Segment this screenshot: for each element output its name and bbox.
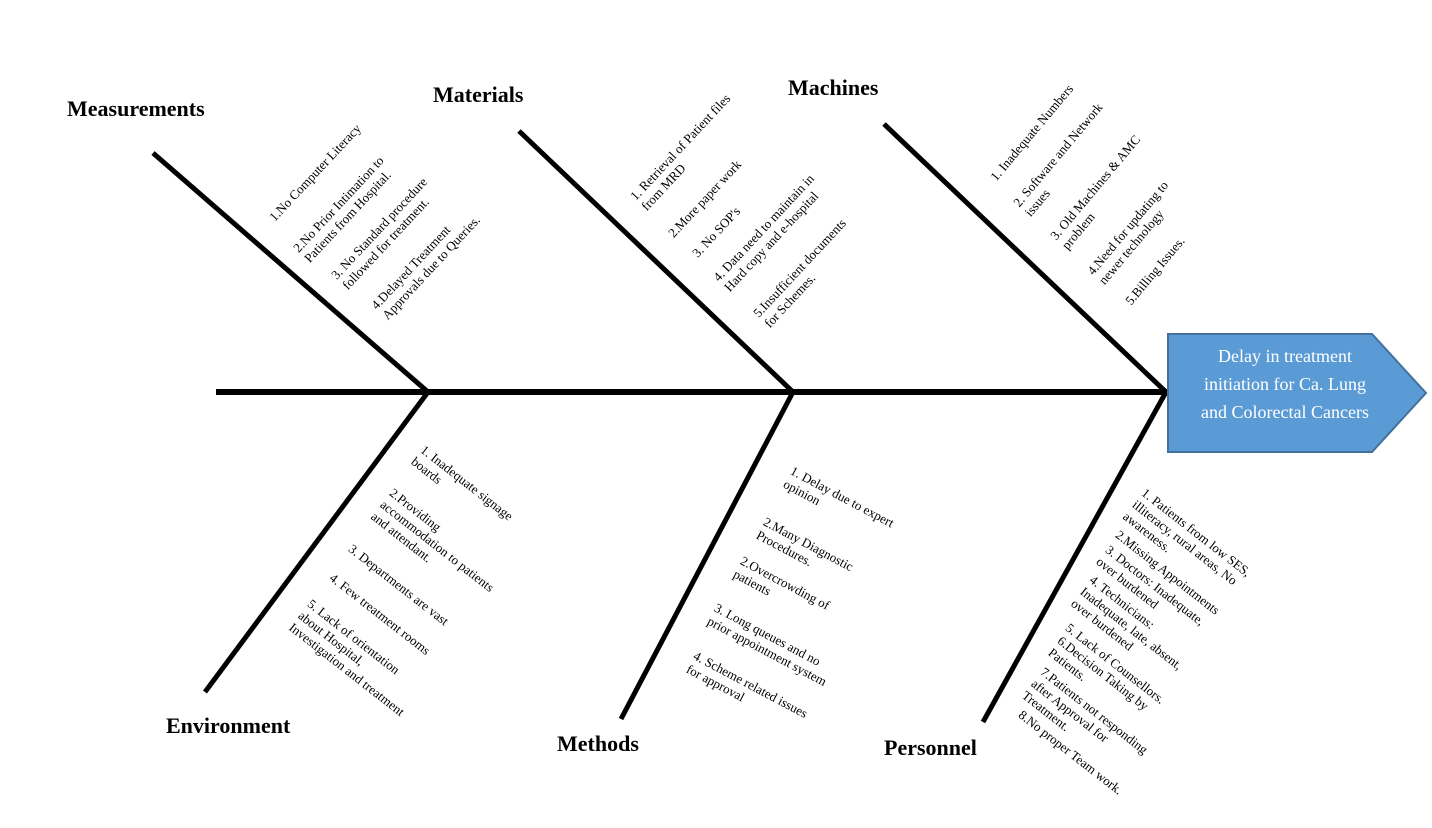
- machines-bone: [882, 122, 1168, 394]
- category-personnel: Personnel: [884, 735, 977, 760]
- category-environment: Environment: [166, 713, 291, 738]
- measurements-bone: [151, 151, 430, 394]
- effect-head-arrow: [1167, 333, 1428, 453]
- materials-bone: [517, 129, 795, 394]
- methods-bone: [618, 390, 796, 721]
- environment-bone: [202, 390, 431, 694]
- category-measurements: Measurements: [67, 96, 205, 121]
- personnel-bone: [980, 390, 1169, 724]
- category-machines: Machines: [788, 75, 879, 100]
- effect-text: Delay in treatment initiation for Ca. Lu…: [1201, 346, 1369, 422]
- category-methods: Methods: [557, 731, 639, 756]
- category-materials: Materials: [433, 82, 524, 107]
